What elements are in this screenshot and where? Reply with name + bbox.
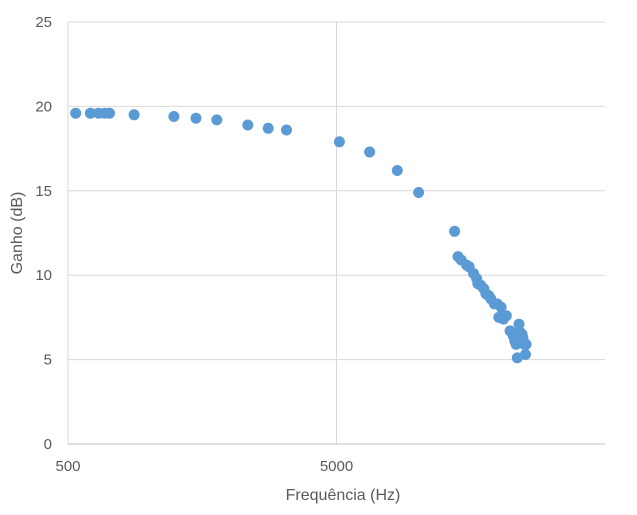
- data-point: [70, 107, 82, 119]
- x-tick-labels: 500 5000: [55, 458, 353, 475]
- data-point: [333, 136, 345, 148]
- grid: [67, 21, 605, 444]
- data-point: [168, 111, 180, 122]
- data-point: [364, 146, 376, 158]
- data-point: [520, 349, 531, 360]
- data-point: [495, 301, 507, 313]
- data-point: [281, 124, 292, 136]
- data-point: [513, 318, 525, 330]
- x-tick-label: 5000: [320, 458, 353, 475]
- y-tick-labels: 0 5 10 15 20 25: [35, 14, 52, 453]
- data-points: [70, 107, 532, 364]
- data-point: [510, 338, 522, 350]
- x-tick-label: 500: [55, 458, 80, 475]
- y-axis-title: Ganho (dB): [9, 192, 26, 275]
- data-point: [190, 112, 202, 124]
- y-tick-label: 10: [35, 267, 52, 284]
- data-point: [84, 107, 96, 119]
- data-point: [449, 225, 461, 237]
- y-tick-label: 25: [35, 14, 52, 31]
- data-point: [262, 122, 274, 134]
- data-point: [128, 109, 140, 121]
- y-tick-label: 0: [44, 436, 52, 453]
- data-point: [413, 187, 425, 198]
- data-point: [211, 114, 223, 126]
- data-point: [500, 310, 512, 322]
- y-tick-label: 15: [35, 183, 52, 200]
- y-tick-label: 5: [44, 352, 52, 369]
- data-point: [104, 107, 115, 119]
- data-point: [520, 338, 532, 350]
- data-point: [242, 119, 254, 131]
- data-point: [391, 165, 403, 176]
- y-tick-label: 20: [35, 98, 52, 115]
- x-axis-title: Frequência (Hz): [286, 487, 401, 504]
